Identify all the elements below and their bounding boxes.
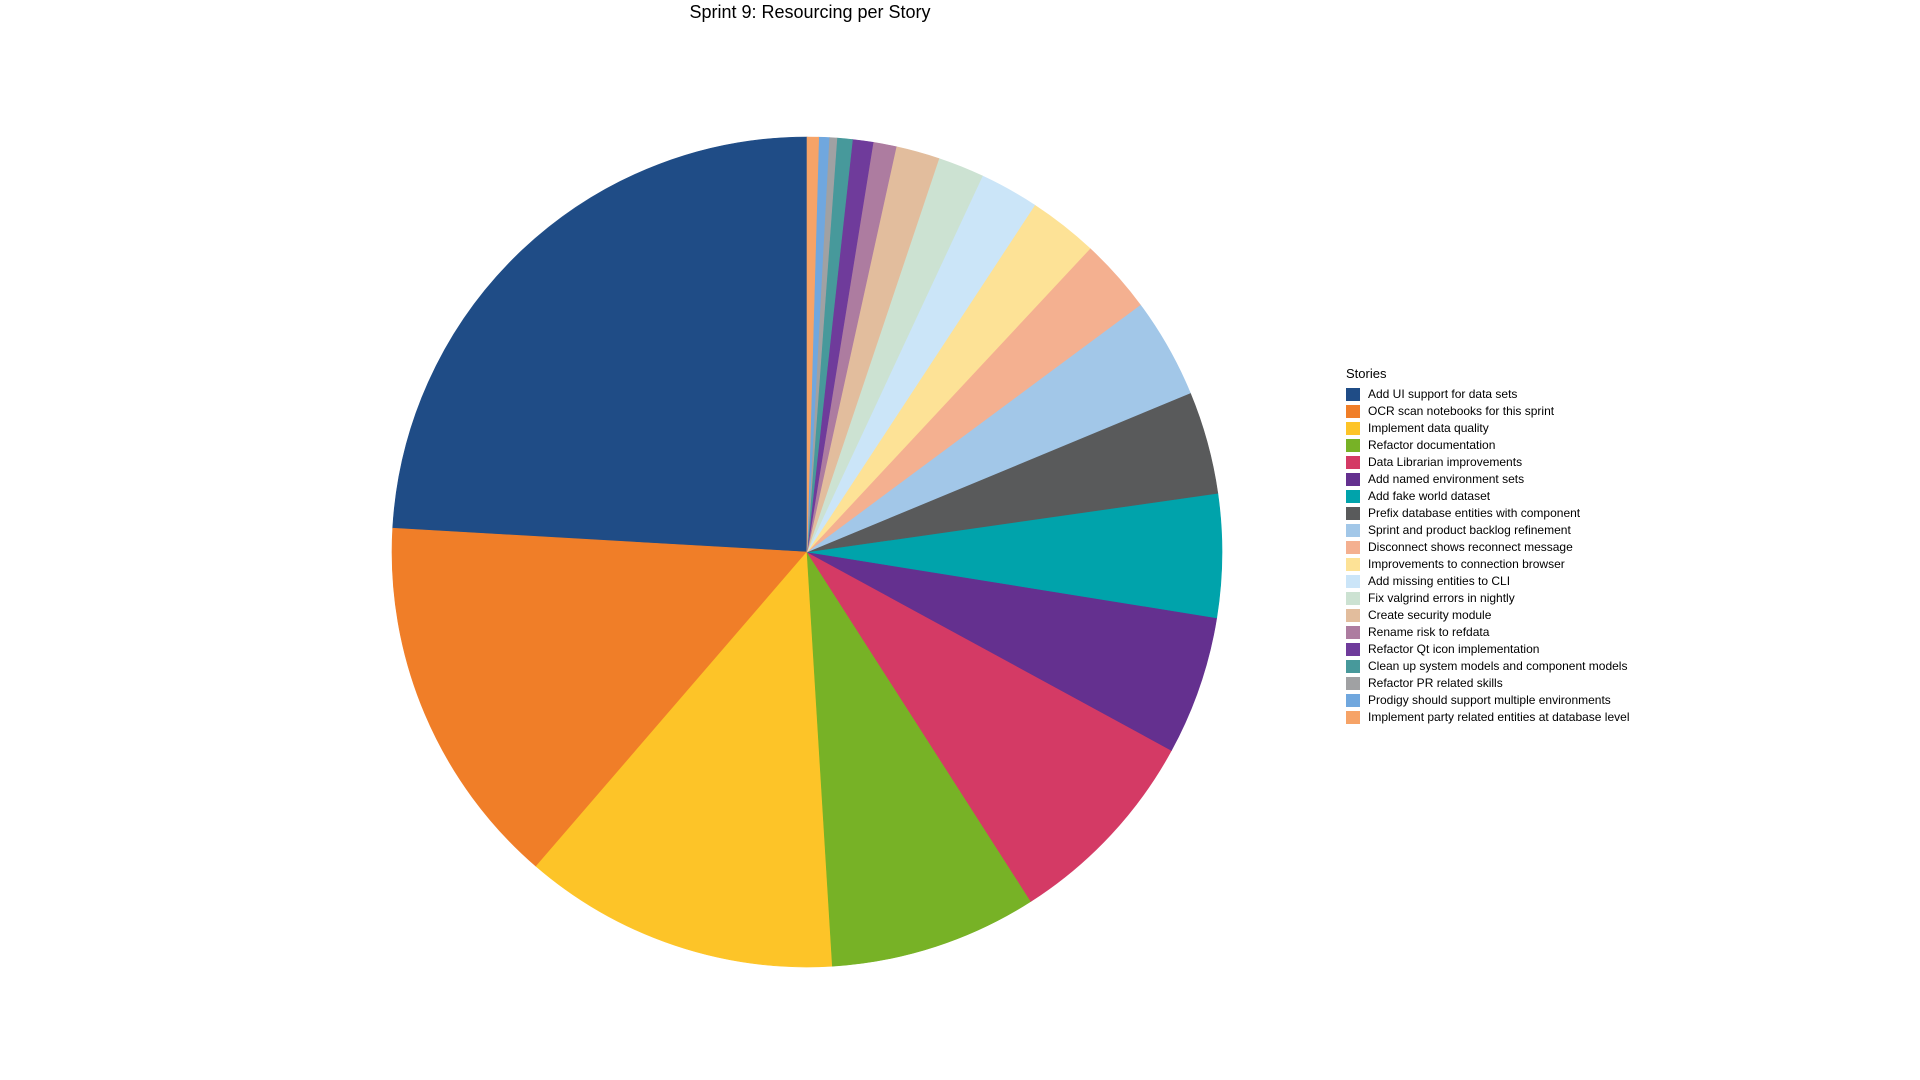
legend-label: Fix valgrind errors in nightly (1368, 591, 1515, 605)
legend-item: OCR scan notebooks for this sprint (1346, 405, 1629, 418)
legend-item: Improvements to connection browser (1346, 558, 1629, 571)
legend-item: Clean up system models and component mod… (1346, 660, 1629, 673)
legend-label: Clean up system models and component mod… (1368, 659, 1628, 673)
legend-item: Add missing entities to CLI (1346, 575, 1629, 588)
legend-item: Fix valgrind errors in nightly (1346, 592, 1629, 605)
legend-swatch (1346, 388, 1360, 401)
pie-slice (392, 136, 808, 553)
legend-swatch (1346, 592, 1360, 605)
chart-title: Sprint 9: Resourcing per Story (689, 2, 931, 22)
legend-label: Data Librarian improvements (1368, 455, 1523, 469)
legend-label: Implement data quality (1368, 421, 1489, 435)
legend-swatch (1346, 711, 1360, 724)
legend-label: Sprint and product backlog refinement (1368, 523, 1571, 537)
legend: Stories Add UI support for data sets OCR … (1346, 366, 1629, 724)
legend-label: Add named environment sets (1368, 472, 1525, 486)
legend-label: Prodigy should support multiple environm… (1368, 693, 1611, 707)
legend-label: Refactor documentation (1368, 438, 1496, 452)
legend-label: Rename risk to refdata (1368, 625, 1490, 639)
pie-slice (806, 551, 1172, 902)
legend-swatch (1346, 541, 1360, 554)
legend-label: Refactor PR related skills (1368, 676, 1503, 690)
legend-swatch (1346, 575, 1360, 588)
legend-swatch (1346, 660, 1360, 673)
legend-swatch (1346, 405, 1360, 418)
legend-item: Add UI support for data sets (1346, 388, 1629, 401)
legend-item: Prefix database entities with component (1346, 507, 1629, 520)
legend-label: Add fake world dataset (1368, 489, 1491, 503)
pie-slice (806, 550, 1032, 967)
legend-swatch (1346, 456, 1360, 469)
legend-swatch (1346, 694, 1360, 707)
legend-label: Create security module (1368, 608, 1492, 622)
legend-item: Create security module (1346, 609, 1629, 622)
legend-swatch (1346, 626, 1360, 639)
legend-item: Prodigy should support multiple environm… (1346, 694, 1629, 707)
pie-slice (806, 136, 820, 553)
legend-item: Refactor Qt icon implementation (1346, 643, 1629, 656)
pie-slice (535, 551, 833, 968)
pie-slice (391, 527, 808, 867)
legend-swatch (1346, 507, 1360, 520)
legend-item: Rename risk to refdata (1346, 626, 1629, 639)
legend-swatch (1346, 643, 1360, 656)
legend-swatch (1346, 490, 1360, 503)
legend-label: Disconnect shows reconnect message (1368, 540, 1573, 554)
legend-item: Implement party related entities at data… (1346, 711, 1629, 724)
legend-swatch (1346, 558, 1360, 571)
legend-swatch (1346, 439, 1360, 452)
legend-label: Add missing entities to CLI (1368, 574, 1511, 588)
legend-item: Sprint and product backlog refinement (1346, 524, 1629, 537)
legend-item: Disconnect shows reconnect message (1346, 541, 1629, 554)
legend-swatch (1346, 473, 1360, 486)
legend-label: Improvements to connection browser (1368, 557, 1565, 571)
legend-swatch (1346, 609, 1360, 622)
legend-item: Refactor PR related skills (1346, 677, 1629, 690)
legend-swatch (1346, 524, 1360, 537)
legend-swatch (1346, 422, 1360, 435)
legend-item: Add fake world dataset (1346, 490, 1629, 503)
legend-item: Refactor documentation (1346, 439, 1629, 452)
legend-label: Refactor Qt icon implementation (1368, 642, 1540, 656)
legend-items: Add UI support for data sets OCR scan not… (1346, 388, 1629, 724)
legend-item: Implement data quality (1346, 422, 1629, 435)
legend-item: Data Librarian improvements (1346, 456, 1629, 469)
legend-item: Add named environment sets (1346, 473, 1629, 486)
legend-title: Stories (1346, 366, 1387, 381)
legend-label: OCR scan notebooks for this sprint (1368, 404, 1555, 418)
legend-label: Implement party related entities at data… (1368, 710, 1630, 724)
legend-label: Prefix database entities with component (1368, 506, 1581, 520)
legend-label: Add UI support for data sets (1368, 387, 1518, 401)
legend-swatch (1346, 677, 1360, 690)
